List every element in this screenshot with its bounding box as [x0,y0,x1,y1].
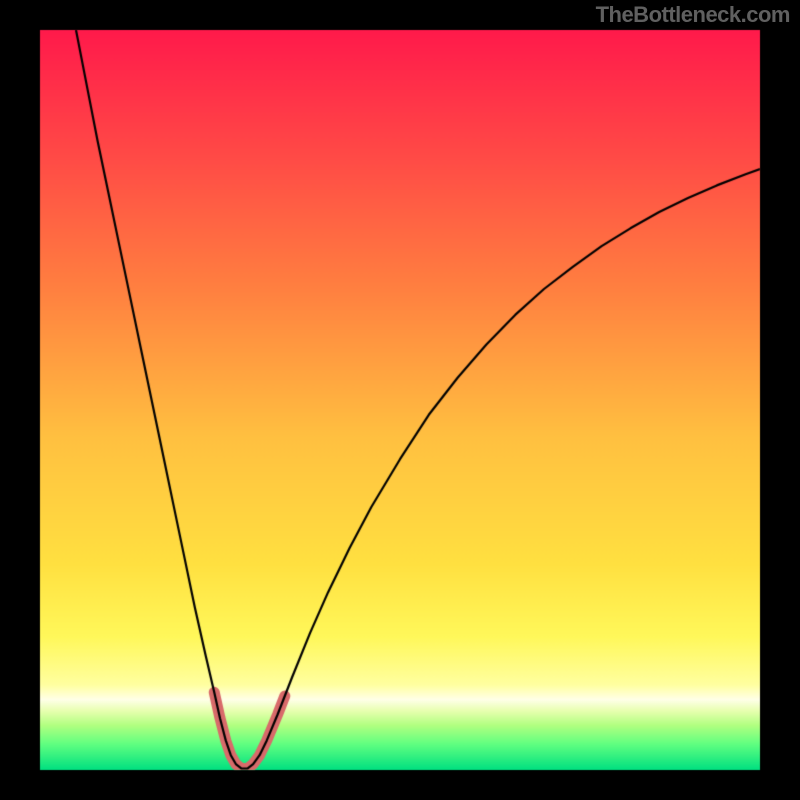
chart-container: TheBottleneck.com [0,0,800,800]
watermark-text: TheBottleneck.com [596,2,790,28]
curve-plot [0,0,800,800]
